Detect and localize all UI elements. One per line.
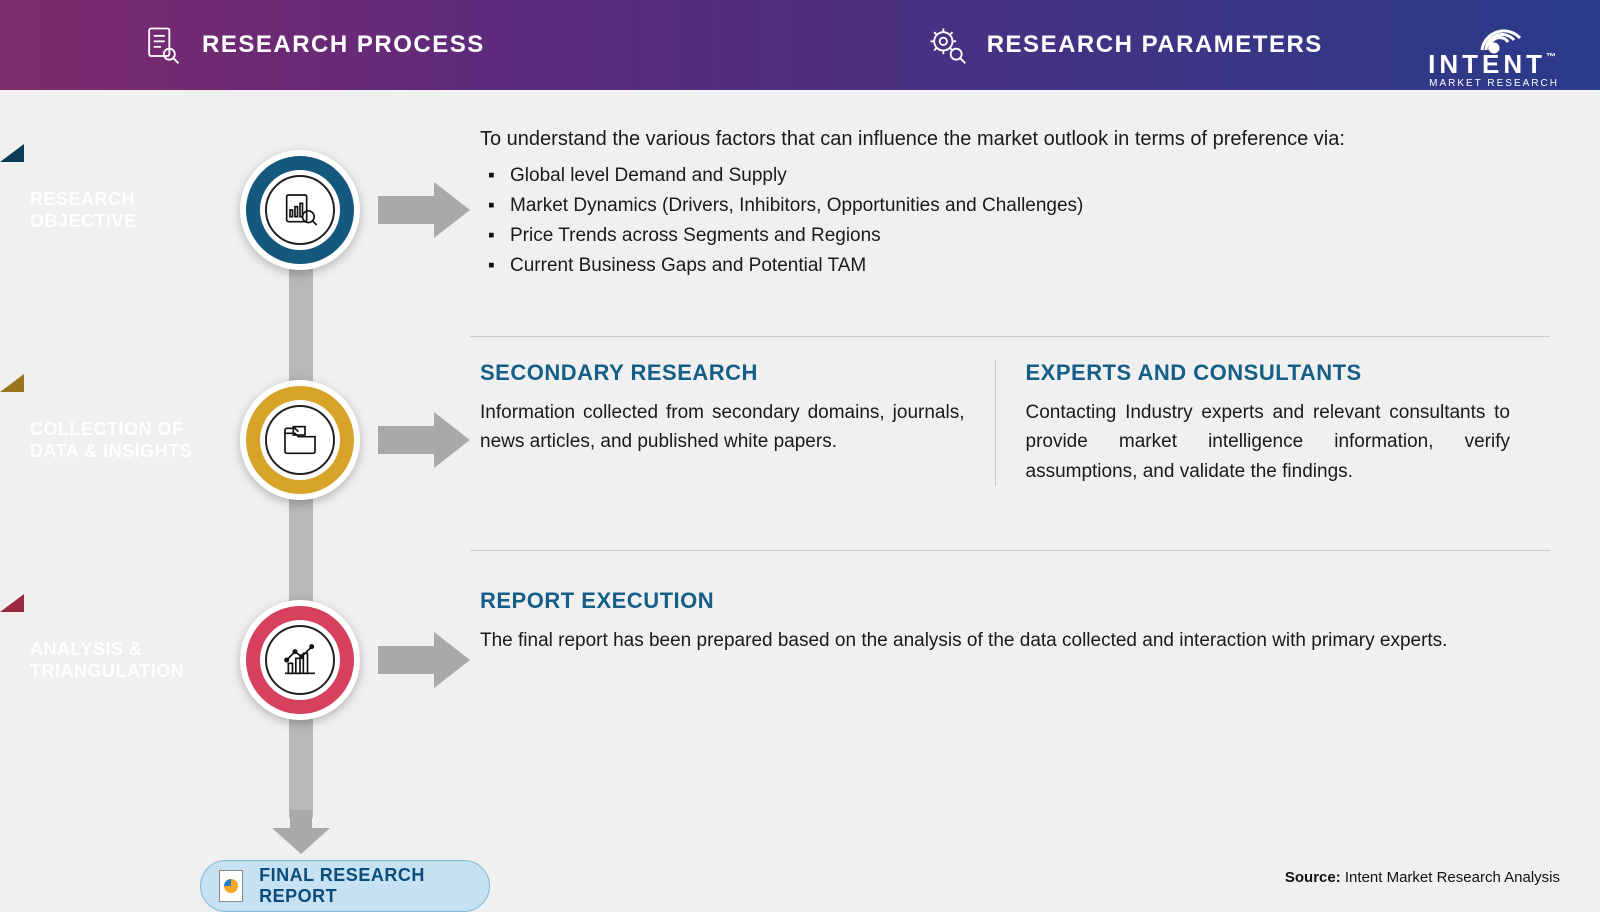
- content-area: RESEARCH OBJECTIVE To understand the var…: [0, 90, 1600, 900]
- arrow-right-icon: [378, 632, 470, 693]
- final-report-pill: FINAL RESEARCH REPORT: [200, 860, 490, 912]
- doc-analytics-icon: [265, 175, 335, 245]
- report-document-icon: [219, 870, 243, 902]
- arrow-down-icon: [272, 810, 330, 859]
- node-collection: [240, 380, 360, 500]
- arrow-right-icon: [378, 412, 470, 473]
- arrow-right-icon: [378, 182, 470, 243]
- folder-icon: [265, 405, 335, 475]
- objective-bullet: Price Trends across Segments and Regions: [510, 225, 1540, 247]
- ribbon-analysis: ANALYSIS & TRIANGULATION: [0, 612, 240, 708]
- execution-title: REPORT EXECUTION: [480, 588, 1540, 614]
- experts-body: Contacting Industry experts and relevant…: [1026, 398, 1511, 486]
- col-secondary: SECONDARY RESEARCH Information collected…: [480, 360, 995, 486]
- node-objective: [240, 150, 360, 270]
- pane-collection: SECONDARY RESEARCH Information collected…: [480, 360, 1540, 486]
- header-right: RESEARCH PARAMETERS: [485, 23, 1323, 67]
- objective-intro: To understand the various factors that c…: [480, 128, 1540, 151]
- pane-objective: To understand the various factors that c…: [480, 128, 1540, 285]
- logo-tm: ™: [1546, 52, 1560, 63]
- header-bar: RESEARCH PROCESS RESEARCH PARAMETERS INT…: [0, 0, 1600, 90]
- divider: [470, 336, 1550, 337]
- experts-title: EXPERTS AND CONSULTANTS: [1026, 360, 1511, 386]
- ribbon-objective: RESEARCH OBJECTIVE: [0, 162, 240, 258]
- node-analysis: [240, 600, 360, 720]
- execution-body: The final report has been prepared based…: [480, 626, 1540, 655]
- secondary-body: Information collected from secondary dom…: [480, 398, 965, 457]
- gear-search-icon: [925, 23, 969, 67]
- logo-subtext: MARKET RESEARCH: [1428, 78, 1560, 89]
- secondary-title: SECONDARY RESEARCH: [480, 360, 965, 386]
- header-right-title: RESEARCH PARAMETERS: [987, 31, 1323, 59]
- ribbon-label: ANALYSIS & TRIANGULATION: [30, 638, 184, 683]
- ribbon-collection: COLLECTION OF DATA & INSIGHTS: [0, 392, 240, 488]
- ribbon-label: RESEARCH OBJECTIVE: [30, 188, 137, 233]
- divider: [470, 550, 1550, 551]
- bar-chart-icon: [265, 625, 335, 695]
- objective-bullet: Current Business Gaps and Potential TAM: [510, 255, 1540, 277]
- source-value: Intent Market Research Analysis: [1345, 869, 1560, 886]
- final-label: FINAL RESEARCH REPORT: [259, 865, 489, 907]
- vertical-connector: [289, 198, 313, 818]
- col-experts: EXPERTS AND CONSULTANTS Contacting Indus…: [995, 360, 1541, 486]
- objective-bullet: Global level Demand and Supply: [510, 165, 1540, 187]
- brand-logo: INTENT™ MARKET RESEARCH: [1428, 10, 1560, 89]
- ribbon-label: COLLECTION OF DATA & INSIGHTS: [30, 418, 192, 463]
- logo-text: INTENT: [1428, 49, 1546, 79]
- header-left: RESEARCH PROCESS: [0, 23, 485, 67]
- source-attribution: Source: Intent Market Research Analysis: [1285, 869, 1560, 886]
- objective-bullet: Market Dynamics (Drivers, Inhibitors, Op…: [510, 195, 1540, 217]
- source-label: Source:: [1285, 869, 1341, 886]
- document-search-icon: [140, 23, 184, 67]
- pane-analysis: REPORT EXECUTION The final report has be…: [480, 588, 1540, 655]
- header-left-title: RESEARCH PROCESS: [202, 31, 485, 59]
